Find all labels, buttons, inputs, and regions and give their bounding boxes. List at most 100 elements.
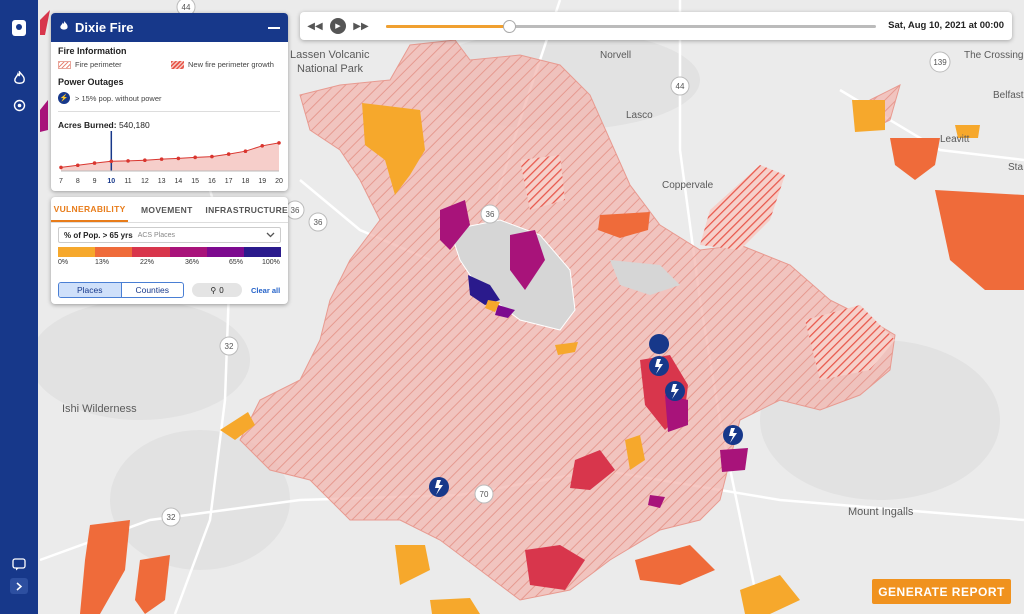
scale-swatch bbox=[95, 247, 133, 257]
target-icon[interactable] bbox=[7, 93, 31, 117]
chart-point[interactable] bbox=[59, 165, 63, 170]
label-lasco: Lasco bbox=[626, 110, 653, 121]
acres-chart[interactable]: 7 8 9 10 11 12 13 14 15 16 17 18 19 20 bbox=[56, 131, 284, 187]
fire-info-panel: Dixie Fire Fire Information Fire perimet… bbox=[51, 13, 288, 191]
geography-toggle: Places Counties bbox=[58, 282, 184, 298]
timeline-slider[interactable] bbox=[386, 20, 876, 33]
legend-fire-perimeter: Fire perimeter bbox=[58, 60, 122, 69]
chart-point[interactable] bbox=[159, 157, 164, 161]
chart-tick-label: 9 bbox=[93, 178, 97, 185]
chat-icon[interactable] bbox=[7, 552, 31, 576]
rewind-icon[interactable]: ◀◀ bbox=[307, 20, 323, 32]
route-shield-44: 44 bbox=[670, 76, 690, 96]
flame-icon[interactable] bbox=[7, 66, 31, 90]
chart-tick-label: 8 bbox=[76, 178, 80, 185]
pin-count-badge[interactable]: ⚲ 0 bbox=[192, 283, 242, 297]
timeline-handle[interactable] bbox=[502, 20, 516, 33]
chart-tick-label: 11 bbox=[124, 178, 131, 185]
chart-tick-label: 18 bbox=[242, 178, 250, 185]
chart-point[interactable] bbox=[193, 155, 197, 160]
route-shield-32b: 32 bbox=[161, 507, 181, 527]
left-nav-rail bbox=[0, 0, 38, 614]
route-shield-139: 139 bbox=[929, 51, 951, 73]
tab-vulnerability[interactable]: VULNERABILITY bbox=[51, 197, 129, 222]
label-coppervale: Coppervale bbox=[662, 180, 714, 191]
play-icon[interactable]: ▶ bbox=[330, 18, 346, 34]
chart-point[interactable] bbox=[143, 158, 147, 162]
route-shield-70: 70 bbox=[474, 484, 494, 504]
label-norvell: Norvell bbox=[600, 50, 631, 61]
chevron-down-icon bbox=[266, 231, 275, 240]
scale-swatch bbox=[132, 247, 170, 257]
route-shield-32a: 32 bbox=[219, 336, 239, 356]
chevron-right-icon[interactable] bbox=[10, 578, 28, 594]
svg-text:36: 36 bbox=[291, 206, 300, 215]
fire-name: Dixie Fire bbox=[75, 20, 134, 35]
current-date: Sat, Aug 10, 2021 at 00:00 bbox=[888, 20, 1004, 31]
chart-point[interactable] bbox=[210, 154, 214, 159]
label-mount-ingalls: Mount Ingalls bbox=[848, 506, 914, 518]
layers-panel: VULNERABILITY MOVEMENT INFRASTRUCTURE % … bbox=[51, 197, 288, 304]
tab-infrastructure[interactable]: INFRASTRUCTURE bbox=[205, 204, 288, 215]
minimize-button[interactable] bbox=[268, 26, 280, 29]
chart-point[interactable] bbox=[109, 159, 114, 164]
svg-text:44: 44 bbox=[182, 3, 191, 12]
svg-text:139: 139 bbox=[933, 58, 947, 67]
chart-point[interactable] bbox=[243, 149, 248, 153]
scale-swatch bbox=[58, 247, 96, 257]
svg-text:36: 36 bbox=[486, 210, 495, 219]
chart-point[interactable] bbox=[260, 144, 265, 148]
chart-point[interactable] bbox=[277, 141, 281, 145]
scale-swatch bbox=[243, 247, 282, 257]
acres-value: 540,180 bbox=[118, 120, 150, 130]
clear-all-link[interactable]: Clear all bbox=[251, 286, 281, 295]
lightning-bolt-icon: ⚡ bbox=[58, 92, 70, 104]
scale-tick: 0% bbox=[58, 259, 69, 266]
chart-line bbox=[60, 142, 280, 168]
power-outage-marker[interactable] bbox=[723, 425, 743, 445]
chart-tick-label: 16 bbox=[208, 178, 216, 185]
chart-tick-label: 15 bbox=[191, 178, 199, 185]
svg-text:70: 70 bbox=[480, 490, 489, 499]
scale-tick: 65% bbox=[229, 259, 244, 266]
chart-tick-label: 20 bbox=[275, 178, 283, 185]
scale-tick: 100% bbox=[262, 259, 280, 266]
scale-tick: 13% bbox=[95, 259, 110, 266]
svg-text:32: 32 bbox=[167, 513, 176, 522]
counties-button[interactable]: Counties bbox=[120, 283, 184, 297]
chart-area bbox=[61, 142, 279, 171]
chart-point[interactable] bbox=[176, 156, 181, 161]
label-ishi: Ishi Wilderness bbox=[62, 403, 137, 415]
label-sta: Sta bbox=[1008, 162, 1023, 173]
svg-text:32: 32 bbox=[225, 342, 234, 351]
power-outage-marker[interactable] bbox=[429, 477, 449, 497]
tab-movement[interactable]: MOVEMENT bbox=[141, 204, 193, 215]
generate-report-button[interactable]: GENERATE REPORT bbox=[872, 579, 1011, 604]
chart-point[interactable] bbox=[226, 152, 231, 156]
flame-icon bbox=[59, 19, 69, 37]
chart-point[interactable] bbox=[75, 163, 80, 168]
map-pin-icon[interactable] bbox=[7, 16, 31, 40]
places-button[interactable]: Places bbox=[59, 283, 121, 297]
scale-tick: 22% bbox=[140, 259, 155, 266]
chart-tick-label: 13 bbox=[158, 178, 166, 185]
chart-tick-label: 7 bbox=[59, 178, 63, 185]
fast-forward-icon[interactable]: ▶▶ bbox=[353, 20, 369, 32]
legend-power: ⚡ > 15% pop. without power bbox=[58, 92, 162, 104]
acres-burned: Acres Burned: 540,180 bbox=[58, 120, 150, 130]
panel-header: Dixie Fire bbox=[51, 13, 288, 42]
power-outage-marker[interactable] bbox=[665, 381, 685, 401]
scale-swatch bbox=[206, 247, 244, 257]
metric-select[interactable]: % of Pop. > 65 yrs ACS Places bbox=[58, 227, 281, 243]
fire-info-heading: Fire Information bbox=[58, 46, 127, 56]
label-the-crossing: The Crossing bbox=[964, 50, 1023, 61]
chart-point[interactable] bbox=[92, 161, 97, 165]
power-outage-marker[interactable] bbox=[649, 334, 670, 380]
chart-tick-label: 10 bbox=[107, 178, 115, 185]
chart-tick-label: 12 bbox=[141, 178, 149, 185]
legend-new-growth: New fire perimeter growth bbox=[171, 60, 274, 69]
chart-point[interactable] bbox=[126, 159, 130, 163]
route-shield-36b: 36 bbox=[308, 212, 328, 232]
power-heading: Power Outages bbox=[58, 77, 124, 87]
